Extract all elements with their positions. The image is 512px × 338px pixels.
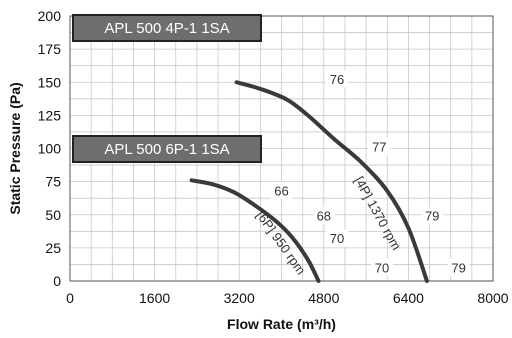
- efficiency-label-backdrop: [312, 207, 335, 225]
- efficiency-label-backdrop: [326, 229, 349, 247]
- efficiency-label: 66: [274, 183, 288, 198]
- model-box: [72, 14, 262, 42]
- series-label-4p: [4P] 1370 rpm: [351, 174, 404, 253]
- y-tick-label: 175: [38, 41, 62, 57]
- efficiency-label: 70: [375, 260, 389, 275]
- efficiency-label-backdrop: [370, 258, 393, 276]
- model-boxes: APL 500 4P-1 1SA APL 500 6P-1 1SA: [72, 14, 262, 163]
- y-tick-label: 0: [53, 273, 61, 289]
- model-label: APL 500 6P-1 1SA: [104, 141, 229, 158]
- model-label: APL 500 4P-1 1SA: [104, 20, 229, 37]
- y-tick-label: 100: [38, 141, 62, 157]
- efficiency-label: 79: [425, 209, 439, 224]
- x-tick-label: 4800: [308, 290, 339, 306]
- efficiency-labels: 76 77 79 79 66 68 70 70: [270, 70, 470, 276]
- y-tick-label: 150: [38, 74, 62, 90]
- x-tick-label: 1600: [139, 290, 170, 306]
- x-tick-label: 8000: [477, 290, 508, 306]
- efficiency-label: 79: [451, 260, 465, 275]
- x-axis-title: Flow Rate (m³/h): [227, 316, 336, 332]
- y-tick-label: 75: [45, 174, 61, 190]
- series-label-6p: [6P] 950 rpm: [253, 208, 308, 277]
- x-tick-label: 0: [66, 290, 74, 306]
- efficiency-label: 70: [330, 231, 344, 246]
- efficiency-label-backdrop: [368, 138, 391, 156]
- series-line-4p: [234, 80, 429, 283]
- x-tick-label: 3200: [224, 290, 255, 306]
- efficiency-label-backdrop: [270, 181, 293, 199]
- y-tick-labels: 0 25 50 75 100 125 150 175 200: [38, 8, 62, 289]
- efficiency-label-backdrop: [421, 207, 444, 225]
- efficiency-label-backdrop: [447, 258, 470, 276]
- efficiency-label: 77: [372, 140, 386, 155]
- efficiency-label: 76: [330, 72, 344, 87]
- efficiency-label-backdrop: [326, 70, 349, 88]
- y-tick-label: 125: [38, 107, 62, 123]
- x-tick-labels: 0 1600 3200 4800 6400 8000: [66, 290, 509, 306]
- curves: [189, 80, 429, 283]
- series-line-6p: [189, 178, 321, 283]
- plot-frame: [69, 15, 494, 282]
- y-tick-label: 50: [45, 207, 61, 223]
- efficiency-label: 68: [317, 209, 331, 224]
- y-axis-title: Static Pressure (Pa): [7, 82, 23, 214]
- y-tick-label: 200: [38, 8, 62, 24]
- y-tick-label: 25: [45, 240, 61, 256]
- x-tick-label: 6400: [393, 290, 424, 306]
- model-box: [72, 135, 262, 163]
